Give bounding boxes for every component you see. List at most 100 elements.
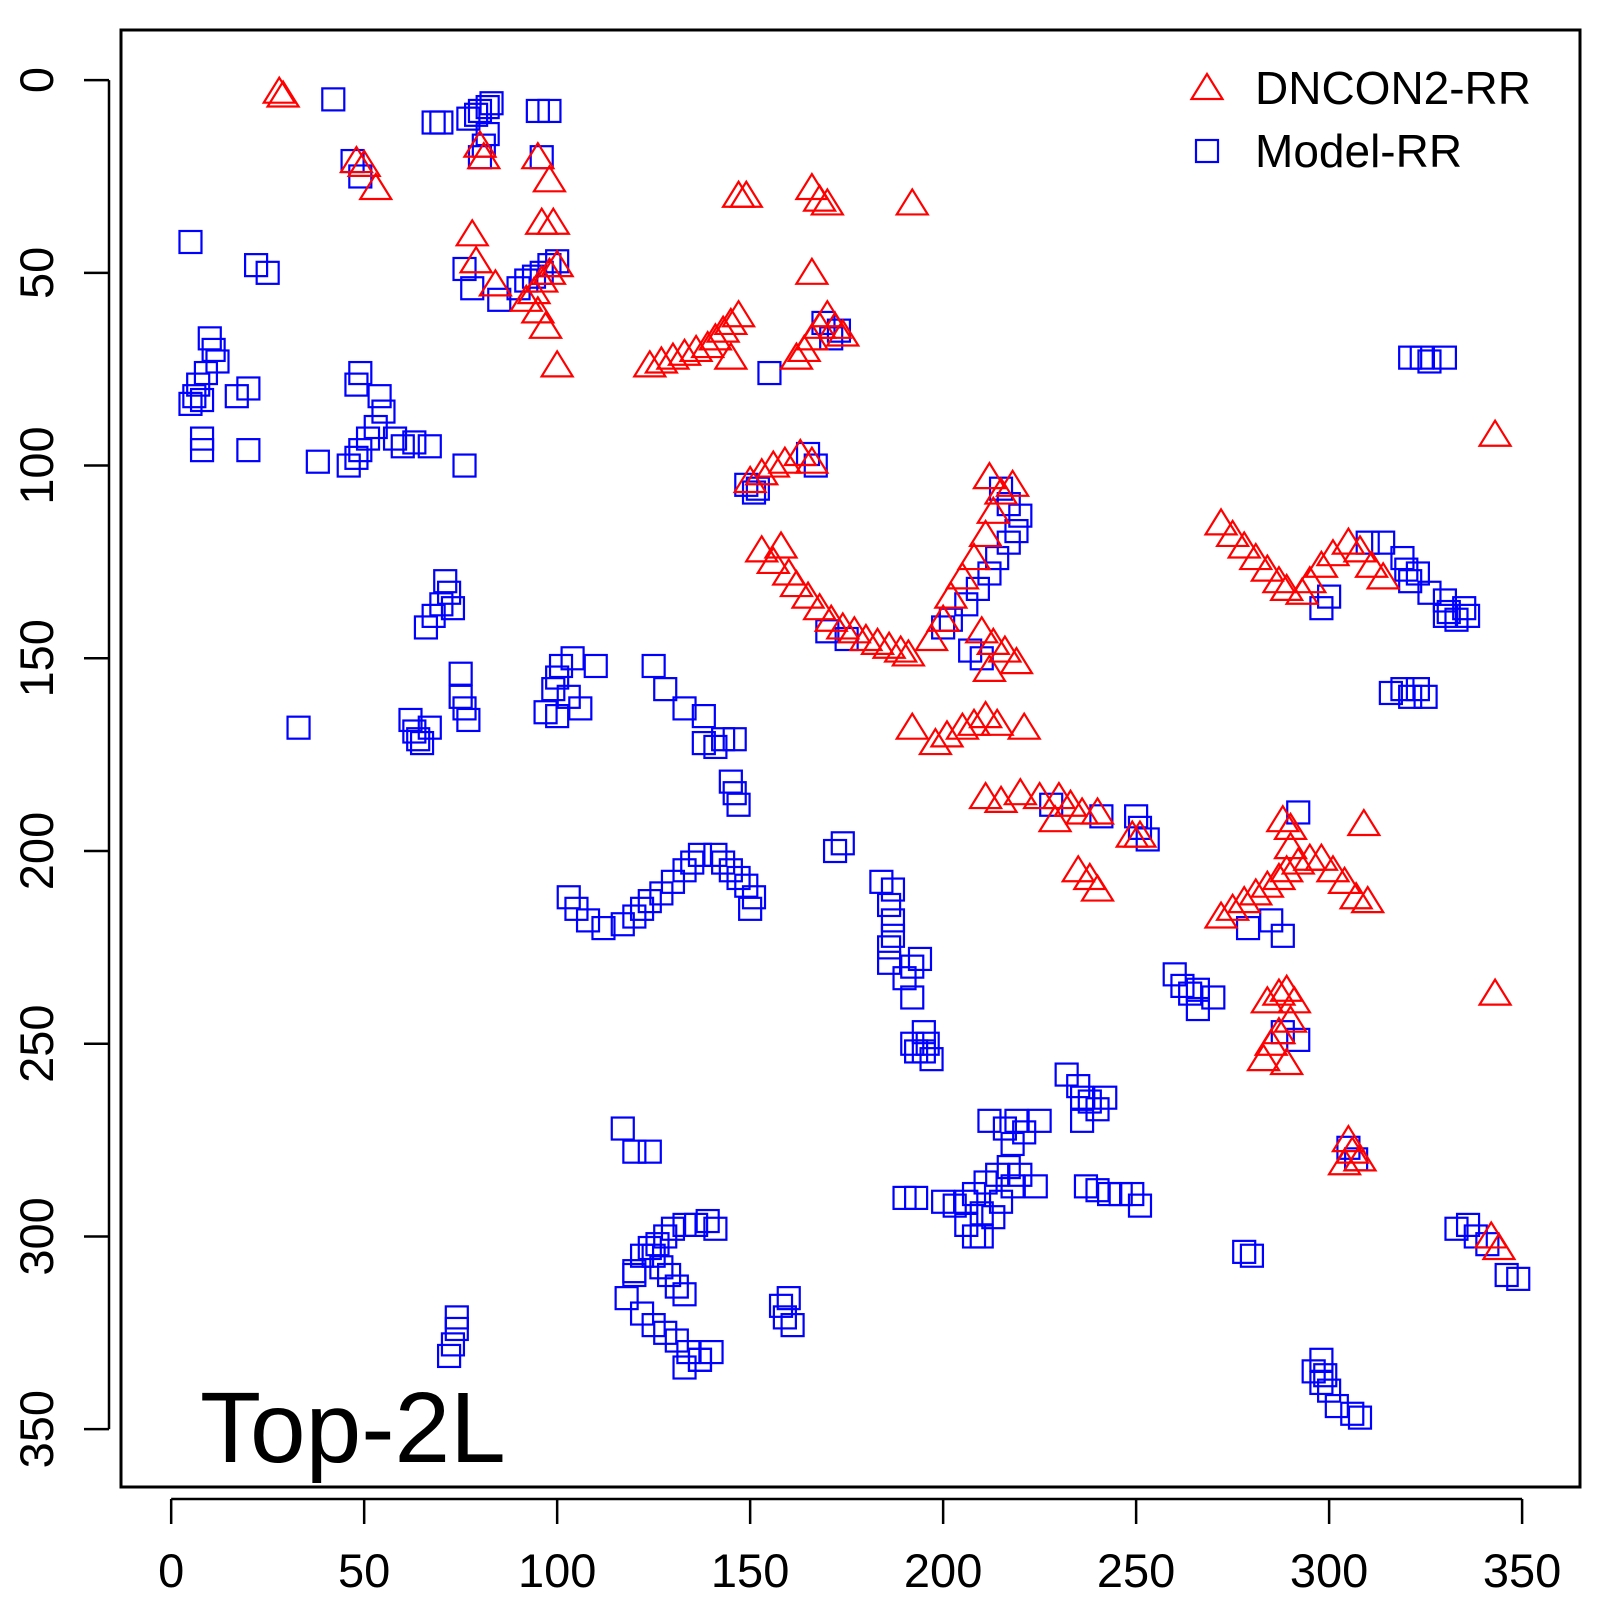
y-tick-label: 50 (10, 247, 63, 299)
data-point-square (822, 838, 848, 864)
data-point-triangle (968, 518, 1004, 548)
data-point-triangle (929, 719, 965, 748)
data-point-square (1317, 584, 1342, 609)
data-point-square (703, 842, 728, 867)
data-point-square (622, 1139, 647, 1164)
data-point-square (664, 1274, 689, 1299)
data-point-square (1452, 596, 1477, 621)
data-point-triangle (755, 449, 791, 478)
data-point-triangle (778, 341, 814, 370)
data-point-square (1286, 1027, 1311, 1052)
data-point-square (448, 661, 473, 686)
data-point-triangle (528, 310, 564, 339)
data-point-triangle (979, 707, 1015, 736)
legend-square-icon (1194, 138, 1220, 164)
data-point-square (417, 715, 442, 740)
x-tick-label: 0 (158, 1544, 184, 1597)
data-point-triangle (462, 129, 498, 158)
data-point-square (629, 896, 655, 921)
data-point-triangle (998, 646, 1034, 675)
data-point-triangle (261, 75, 297, 104)
data-point-square (1432, 603, 1458, 628)
y-tick-label: 300 (10, 1197, 63, 1275)
data-point-square (703, 1216, 728, 1241)
data-point-square (1000, 1131, 1025, 1157)
data-point-square (1027, 1108, 1052, 1133)
data-point-square (189, 438, 215, 463)
data-point-square (305, 449, 330, 474)
data-point-square (876, 892, 902, 918)
data-point-triangle (1342, 534, 1378, 563)
annotation-label: Top-2L (200, 1372, 506, 1484)
data-point-triangle (697, 322, 733, 351)
data-point-square (985, 545, 1010, 571)
data-point-triangle (732, 464, 768, 494)
data-point-square (1135, 827, 1160, 852)
x-tick-label: 50 (338, 1544, 390, 1597)
data-point-square (286, 715, 311, 740)
data-point-triangle (1022, 780, 1058, 810)
data-point-square (456, 707, 481, 733)
data-point-square (545, 704, 570, 729)
data-point-square (452, 256, 477, 282)
data-point-square (695, 1208, 720, 1234)
data-point-triangle (520, 295, 556, 324)
data-point-triangle (643, 345, 679, 374)
x-tick-label: 150 (711, 1544, 789, 1597)
data-point-triangle (705, 314, 741, 343)
data-point-square (1340, 1401, 1365, 1426)
data-point-triangle (971, 461, 1007, 490)
data-point-triangle (539, 249, 575, 278)
data-point-square (830, 831, 855, 856)
data-point-square (1409, 345, 1434, 370)
data-point-square (568, 696, 593, 721)
legend: DNCON2-RR Model-RR (1189, 62, 1531, 177)
data-point-triangle (713, 306, 749, 336)
data-point-triangle (1203, 900, 1239, 929)
data-point-triangle (987, 634, 1023, 663)
data-point-square (1077, 1089, 1102, 1114)
data-point-triangle (358, 171, 394, 201)
data-point-square (900, 985, 925, 1010)
data-point-square (738, 896, 763, 921)
data-point-triangle (454, 218, 490, 247)
data-point-square (691, 704, 716, 729)
data-point-triangle (1365, 561, 1401, 590)
data-point-triangle (995, 468, 1031, 497)
data-point-triangle (755, 545, 791, 575)
data-point-square (726, 792, 751, 817)
data-point-triangle (1238, 541, 1274, 571)
data-point-triangle (825, 611, 861, 640)
data-point-square (1127, 1193, 1153, 1218)
y-tick-label: 200 (10, 812, 63, 890)
data-point-square (182, 384, 207, 409)
data-point-triangle (1273, 811, 1308, 840)
data-point-triangle (539, 349, 575, 378)
y-axis: 0 50 100 150 200 250 300 350 (10, 67, 111, 1468)
data-point-square (429, 110, 454, 135)
data-point-square (1371, 530, 1396, 555)
legend-item-model-rr: Model-RR (1194, 125, 1462, 177)
data-point-triangle (1249, 869, 1285, 898)
data-point-square (687, 1347, 713, 1372)
data-point-triangle (1273, 1004, 1308, 1033)
data-point-triangle (1330, 1124, 1366, 1153)
data-point-triangle (1269, 1046, 1305, 1076)
data-point-triangle (721, 299, 757, 328)
data-point-triangle (983, 476, 1019, 505)
data-point-square (876, 935, 902, 960)
data-point-square (1170, 973, 1195, 999)
data-point-square (236, 376, 261, 401)
data-point-square (649, 1255, 674, 1280)
series-model-rr (178, 87, 1531, 1430)
data-point-square (1413, 684, 1438, 709)
data-point-triangle (925, 603, 961, 632)
data-point-triangle (964, 615, 1000, 644)
data-point-triangle (1292, 565, 1328, 594)
data-point-square (575, 908, 601, 933)
data-point-triangle (1122, 819, 1158, 848)
data-point-triangle (265, 79, 301, 108)
data-point-square (189, 387, 215, 413)
data-point-triangle (1203, 507, 1239, 536)
